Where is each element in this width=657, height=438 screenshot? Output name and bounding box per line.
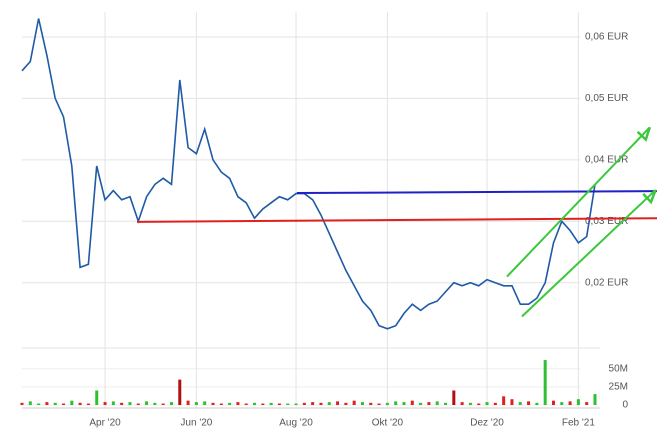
volume-bar [394, 401, 398, 405]
y-tick-label: 0,03 EUR [585, 216, 628, 227]
volume-bar [444, 402, 448, 405]
volume-bar [527, 401, 531, 405]
x-tick-label: Okt '20 [372, 418, 404, 429]
y-tick-label: 0 [622, 400, 628, 411]
volume-bar [319, 402, 323, 405]
volume-bar [286, 403, 290, 405]
volume-bar [352, 400, 356, 405]
volume-bar [419, 402, 423, 405]
volume-bar [111, 401, 115, 405]
volume-bar [103, 402, 107, 405]
x-tick-label: Jun '20 [180, 418, 212, 429]
volume-bar [576, 399, 580, 405]
volume-bar [161, 403, 165, 405]
volume-bar [485, 402, 489, 405]
volume-bar [302, 402, 306, 405]
trend-line [506, 126, 651, 278]
volume-bar [153, 402, 157, 405]
arrow-head [636, 126, 651, 142]
volume-bar [169, 402, 173, 405]
y-tick-label: 0,02 EUR [585, 277, 628, 288]
volume-bar [585, 402, 589, 405]
volume-bar [128, 402, 132, 405]
x-tick-label: Aug '20 [279, 418, 313, 429]
y-tick-label: 50M [609, 363, 628, 374]
volume-bar [502, 396, 506, 405]
x-tick-label: Dez '20 [470, 418, 504, 429]
volume-bar [277, 403, 281, 405]
volume-bar [269, 402, 273, 405]
volume-bar [253, 402, 257, 405]
volume-bar [336, 401, 340, 405]
volume-bar [518, 402, 522, 405]
trend-line [521, 189, 657, 318]
volume-bar [593, 394, 597, 405]
volume-bar [294, 403, 298, 405]
y-tick-label: 0,04 EUR [585, 154, 628, 165]
volume-bar [261, 403, 265, 405]
volume-bar [377, 403, 381, 405]
volume-bar [327, 402, 331, 405]
volume-bar [37, 403, 41, 405]
volume-bar [543, 360, 547, 405]
volume-bar [145, 401, 149, 405]
volume-bar [477, 403, 481, 405]
volume-bar [385, 402, 389, 405]
volume-bar [228, 402, 232, 405]
volume-bar [236, 402, 240, 405]
volume-bar [410, 400, 414, 405]
volume-bar [20, 402, 24, 405]
volume-bar [53, 402, 57, 405]
volume-bar [244, 403, 248, 405]
volume-bar [568, 401, 572, 405]
volume-bar [435, 401, 439, 405]
x-tick-label: Feb '21 [562, 418, 595, 429]
price-line [21, 18, 596, 330]
trend-line [137, 217, 657, 223]
volume-bar [452, 390, 456, 405]
volume-bar [136, 403, 140, 405]
volume-bar [369, 402, 373, 405]
volume-bar [551, 400, 555, 405]
volume-bar [28, 401, 32, 405]
volume-bar [178, 379, 182, 405]
volume-bar [344, 402, 348, 405]
volume-bar [45, 402, 49, 405]
volume-bar [219, 403, 223, 405]
volume-bar [427, 402, 431, 405]
x-tick-label: Apr '20 [89, 418, 121, 429]
volume-bar [535, 402, 539, 405]
volume-bar [311, 402, 315, 405]
arrow-head [642, 189, 657, 205]
volume-bar [211, 402, 215, 405]
volume-bar [510, 399, 514, 405]
volume-bar [560, 402, 564, 405]
y-tick-label: 0,06 EUR [585, 32, 628, 43]
y-tick-label: 25M [609, 382, 628, 393]
volume-bar [468, 402, 472, 405]
volume-bar [78, 402, 82, 405]
volume-bar [186, 400, 190, 405]
volume-bar [203, 401, 207, 405]
volume-bar [194, 402, 198, 405]
volume-bar [493, 402, 497, 405]
volume-bar [70, 400, 74, 405]
volume-bar [86, 403, 90, 405]
volume-bar [460, 402, 464, 405]
y-tick-label: 0,05 EUR [585, 93, 628, 104]
trend-line [296, 190, 657, 195]
volume-bar [62, 403, 66, 405]
volume-bar [402, 402, 406, 405]
volume-bar [360, 402, 364, 405]
volume-bar [120, 402, 124, 405]
volume-bar [95, 390, 99, 405]
